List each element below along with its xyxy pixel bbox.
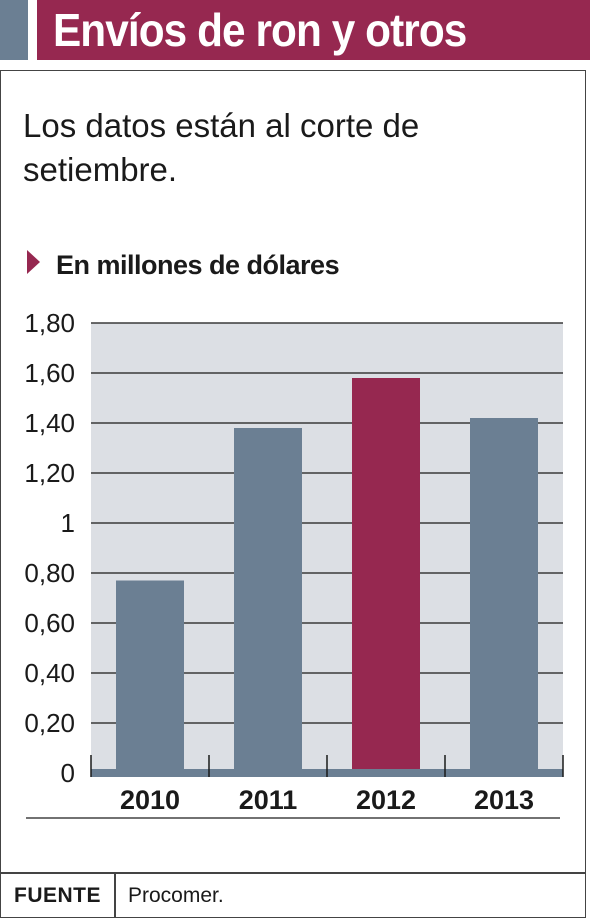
x-axis-ticks: 2010 2011 2012 2013 bbox=[26, 785, 560, 819]
chart-subtitle: Los datos están al corte de setiembre. bbox=[23, 107, 420, 188]
x-tick-label: 2012 bbox=[356, 785, 416, 815]
triangle-marker-icon bbox=[27, 250, 40, 274]
y-tick-label: 0,20 bbox=[24, 708, 75, 738]
x-axis-baseline bbox=[90, 755, 564, 777]
unit-label: En millones de dólares bbox=[56, 250, 340, 280]
bar-2011 bbox=[234, 428, 302, 773]
y-tick-label: 1 bbox=[61, 508, 75, 538]
y-tick-label: 1,20 bbox=[24, 458, 75, 488]
x-tick-label: 2011 bbox=[239, 785, 298, 815]
y-axis-ticks: 0 0,20 0,40 0,60 0,80 1 1,20 1,40 1,60 1,80 bbox=[24, 308, 75, 788]
y-tick-label: 1,80 bbox=[24, 308, 75, 338]
header-accent bbox=[0, 0, 28, 60]
bar-2010 bbox=[116, 580, 184, 773]
chart-frame bbox=[0, 70, 586, 918]
y-tick-label: 1,40 bbox=[24, 408, 75, 438]
bar-2013 bbox=[470, 418, 538, 773]
source-rule bbox=[0, 872, 586, 874]
y-tick-label: 0,60 bbox=[24, 608, 75, 638]
source-text: Procomer. bbox=[128, 884, 224, 907]
source-label: FUENTE bbox=[14, 884, 101, 907]
y-tick-label: 0 bbox=[61, 758, 75, 788]
x-tick-label: 2010 bbox=[120, 785, 180, 815]
y-tick-label: 0,80 bbox=[24, 558, 75, 588]
bars bbox=[116, 378, 538, 773]
header-bar: Envíos de ron y otros bbox=[37, 0, 590, 60]
page-title: Envíos de ron y otros bbox=[53, 4, 467, 56]
source-divider bbox=[114, 873, 116, 918]
bar-2012 bbox=[352, 378, 420, 773]
x-tick-label: 2013 bbox=[474, 785, 534, 815]
y-tick-label: 1,60 bbox=[24, 358, 75, 388]
y-tick-label: 0,40 bbox=[24, 658, 75, 688]
